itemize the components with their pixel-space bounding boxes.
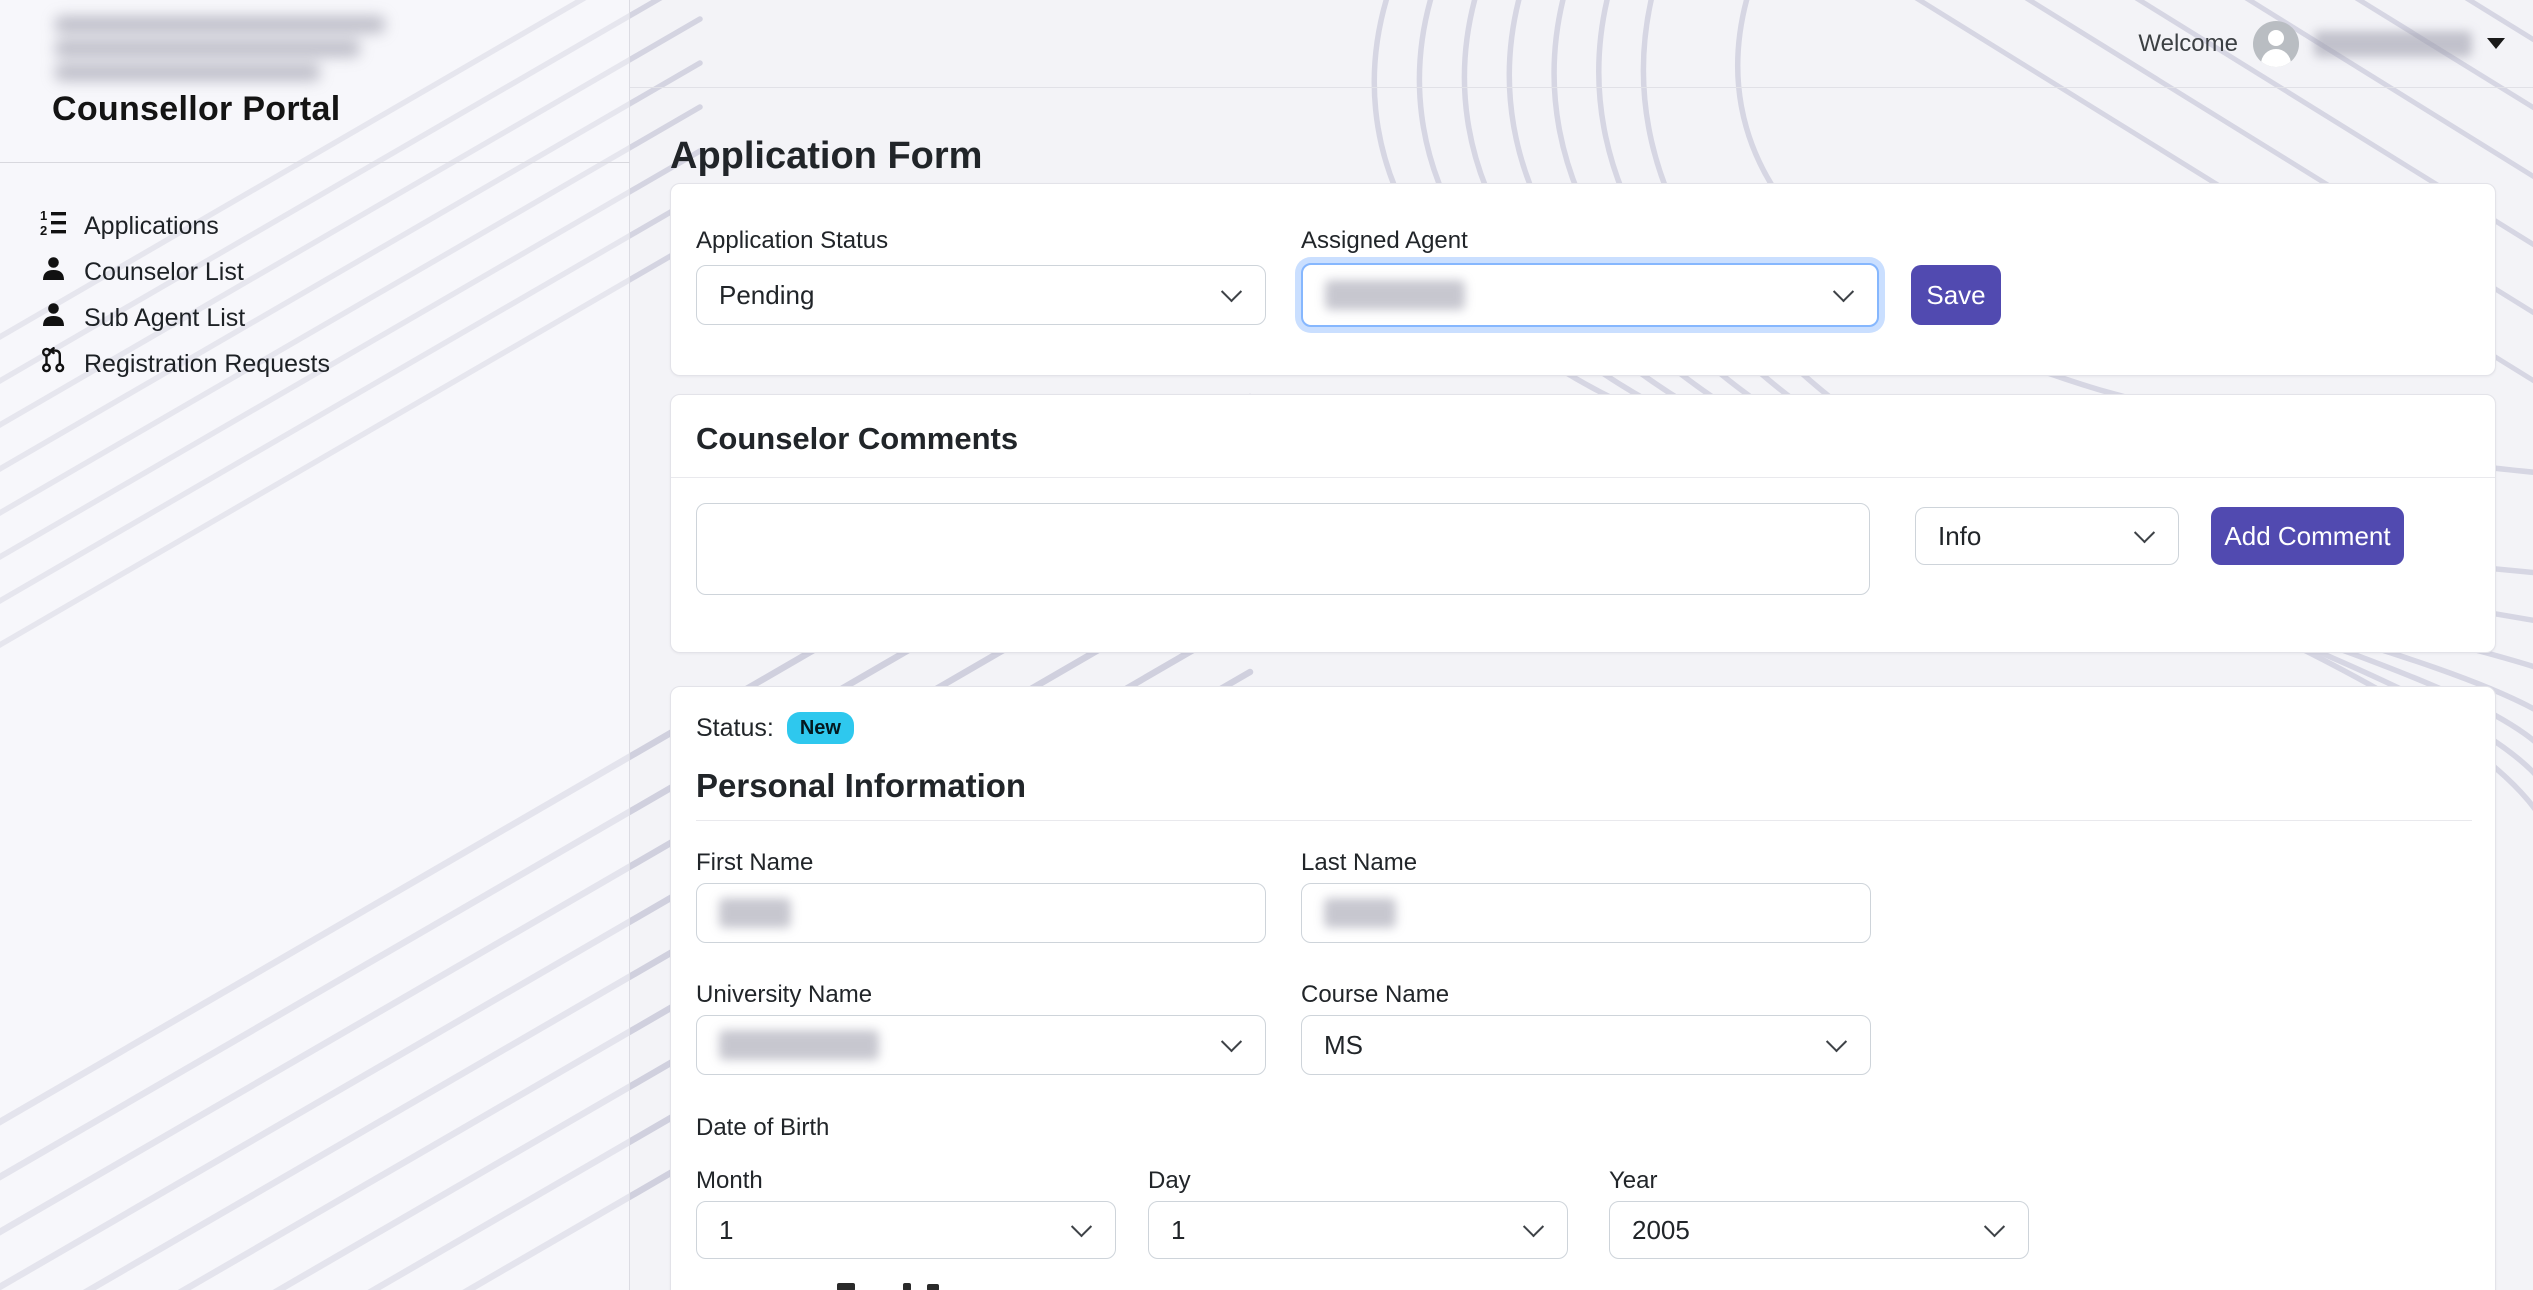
clipped-section-heading xyxy=(927,1284,939,1290)
year-value: 2005 xyxy=(1632,1214,1690,1245)
day-label: Day xyxy=(1148,1167,1191,1194)
sidebar-item-label: Counselor List xyxy=(84,257,244,286)
sidebar-nav: 1 2 Applications Counselor List xyxy=(0,203,630,387)
personal-information-title: Personal Information xyxy=(696,767,1027,804)
chevron-down-icon xyxy=(1825,1031,1848,1053)
chevron-down-icon xyxy=(1220,1031,1243,1053)
branch-icon xyxy=(40,347,67,381)
clipped-section-heading xyxy=(903,1283,911,1290)
sidebar-item-sub-agent-list[interactable]: Sub Agent List xyxy=(0,295,630,341)
clipped-section-heading xyxy=(837,1283,855,1290)
assigned-agent-label: Assigned Agent xyxy=(1301,227,1468,254)
university-name-select[interactable] xyxy=(696,1015,1266,1075)
date-of-birth-label: Date of Birth xyxy=(696,1114,830,1141)
sidebar-item-label: Sub Agent List xyxy=(84,303,246,332)
sidebar: Counsellor Portal 1 2 Applications xyxy=(0,0,630,1290)
comment-type-select[interactable]: Info xyxy=(1915,507,2179,565)
last-name-input[interactable] xyxy=(1301,883,1871,943)
section-divider xyxy=(696,820,2472,821)
first-name-input[interactable] xyxy=(696,883,1266,943)
day-select[interactable]: 1 xyxy=(1148,1201,1568,1259)
sidebar-item-label: Applications xyxy=(84,211,219,240)
month-select[interactable]: 1 xyxy=(696,1201,1116,1259)
redacted-user-name[interactable] xyxy=(2314,30,2472,57)
sidebar-item-counselor-list[interactable]: Counselor List xyxy=(0,249,630,295)
redacted-university-name xyxy=(719,1030,879,1060)
card-header-divider xyxy=(671,477,2495,478)
add-comment-button[interactable]: Add Comment xyxy=(2211,507,2404,565)
chevron-down-icon xyxy=(2133,522,2156,544)
course-name-value: MS xyxy=(1324,1029,1363,1060)
comment-type-value: Info xyxy=(1938,520,1982,551)
sidebar-item-label: Registration Requests xyxy=(84,349,330,378)
status-badge: New xyxy=(786,712,854,744)
status-row: Status: New xyxy=(696,712,854,744)
redacted-logo-text xyxy=(55,16,385,90)
sidebar-divider xyxy=(0,162,630,163)
month-label: Month xyxy=(696,1167,763,1194)
redacted-last-name xyxy=(1324,898,1396,928)
course-name-label: Course Name xyxy=(1301,981,1450,1008)
avatar-head-shape xyxy=(2268,29,2284,46)
comments-card-title: Counselor Comments xyxy=(696,421,1019,456)
sidebar-item-registration-requests[interactable]: Registration Requests xyxy=(0,341,630,387)
status-agent-card: Application Status Pending Assigned Agen… xyxy=(670,183,2496,376)
welcome-text: Welcome xyxy=(2138,29,2238,57)
caret-down-icon[interactable] xyxy=(2487,38,2505,49)
year-select[interactable]: 2005 xyxy=(1609,1201,2029,1259)
save-button[interactable]: Save xyxy=(1911,265,2001,325)
course-name-select[interactable]: MS xyxy=(1301,1015,1871,1075)
status-label: Status: xyxy=(696,713,774,742)
svg-text:2: 2 xyxy=(40,223,47,236)
chevron-down-icon xyxy=(1220,281,1243,303)
university-name-label: University Name xyxy=(696,981,873,1008)
day-value: 1 xyxy=(1171,1214,1186,1245)
application-status-select[interactable]: Pending xyxy=(696,265,1266,325)
comment-textarea[interactable] xyxy=(696,503,1870,595)
chevron-down-icon xyxy=(1832,281,1855,303)
assigned-agent-select[interactable] xyxy=(1301,263,1879,327)
person-icon xyxy=(40,301,67,335)
redacted-first-name xyxy=(719,898,791,928)
redacted-agent-name xyxy=(1325,280,1465,310)
month-value: 1 xyxy=(719,1214,734,1245)
avatar[interactable] xyxy=(2253,20,2299,67)
ordered-list-icon: 1 2 xyxy=(40,208,67,243)
chevron-down-icon xyxy=(1983,1216,2006,1238)
brand-title: Counsellor Portal xyxy=(52,90,341,128)
application-status-value: Pending xyxy=(719,279,815,310)
year-label: Year xyxy=(1609,1167,1658,1194)
application-status-label: Application Status xyxy=(696,227,889,254)
sidebar-item-applications[interactable]: 1 2 Applications xyxy=(0,203,630,249)
counselor-comments-card: Counselor Comments Info Add Comment xyxy=(670,394,2496,653)
last-name-label: Last Name xyxy=(1301,849,1418,876)
avatar-body-shape xyxy=(2261,48,2291,67)
chevron-down-icon xyxy=(1070,1216,1093,1238)
topbar: Welcome xyxy=(630,0,2533,88)
svg-text:1: 1 xyxy=(40,209,47,223)
personal-information-card: Status: New Personal Information First N… xyxy=(670,686,2496,1290)
person-icon xyxy=(40,255,67,289)
page-title: Application Form xyxy=(670,135,983,178)
chevron-down-icon xyxy=(1522,1216,1545,1238)
first-name-label: First Name xyxy=(696,849,814,876)
